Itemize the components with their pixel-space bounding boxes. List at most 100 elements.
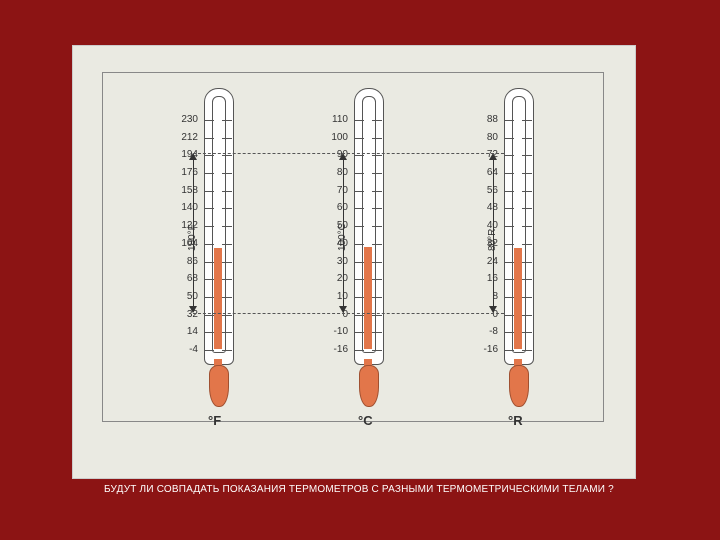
tick <box>222 226 232 227</box>
tick <box>504 350 514 351</box>
tick-label: -16 <box>318 344 348 355</box>
tick <box>504 173 514 174</box>
tick <box>354 244 364 245</box>
tick <box>354 297 364 298</box>
tick <box>354 120 364 121</box>
tick <box>522 120 532 121</box>
tick <box>504 120 514 121</box>
tick <box>354 226 364 227</box>
tick <box>372 350 382 351</box>
arrowhead-up-icon <box>339 153 347 160</box>
tick <box>222 279 232 280</box>
arrowhead-down-icon <box>489 306 497 313</box>
arrowhead-up-icon <box>189 153 197 160</box>
tick <box>354 155 364 156</box>
caption-text: БУДУТ ЛИ СОВПАДАТЬ ПОКАЗАНИЯ ТЕРМОМЕТРОВ… <box>104 484 614 495</box>
tick <box>222 350 232 351</box>
arrowhead-down-icon <box>189 306 197 313</box>
tick <box>204 279 214 280</box>
tick-label: 212 <box>168 132 198 143</box>
tick-label: 230 <box>168 114 198 125</box>
tick <box>372 244 382 245</box>
tick <box>222 138 232 139</box>
tick <box>522 208 532 209</box>
tick <box>372 120 382 121</box>
tick <box>354 350 364 351</box>
tick <box>372 208 382 209</box>
tick-label: -4 <box>168 344 198 355</box>
tick <box>522 244 532 245</box>
tick <box>354 279 364 280</box>
tick <box>522 173 532 174</box>
tick <box>372 279 382 280</box>
tick <box>372 191 382 192</box>
arrowhead-down-icon <box>339 306 347 313</box>
tick <box>504 191 514 192</box>
tick <box>204 173 214 174</box>
tick <box>522 315 532 316</box>
tick-label: 88 <box>468 114 498 125</box>
tick-label: 100 <box>318 132 348 143</box>
tick <box>222 244 232 245</box>
range-label: 100°C <box>337 223 348 251</box>
tick <box>372 226 382 227</box>
tick <box>372 262 382 263</box>
tick-label: 14 <box>168 326 198 337</box>
tick <box>372 332 382 333</box>
tick <box>204 208 214 209</box>
tick <box>522 138 532 139</box>
tick <box>204 332 214 333</box>
tick <box>504 226 514 227</box>
tick <box>372 173 382 174</box>
mercury-column <box>514 248 522 349</box>
tick-label: 110 <box>318 114 348 125</box>
tick <box>222 315 232 316</box>
tick <box>372 138 382 139</box>
tick <box>504 279 514 280</box>
tick <box>222 120 232 121</box>
tick <box>222 173 232 174</box>
range-label: 80°R <box>487 229 498 251</box>
mercury-column <box>364 247 372 349</box>
tick <box>372 155 382 156</box>
unit-label: °C <box>358 413 373 428</box>
arrowhead-up-icon <box>489 153 497 160</box>
unit-label: °R <box>508 413 523 428</box>
tick <box>522 297 532 298</box>
tick <box>522 155 532 156</box>
tick <box>522 191 532 192</box>
tick-label: -8 <box>468 326 498 337</box>
tick <box>222 155 232 156</box>
tick <box>204 138 214 139</box>
tick-label: -16 <box>468 344 498 355</box>
tick <box>522 279 532 280</box>
tick <box>354 138 364 139</box>
tick <box>204 226 214 227</box>
tick <box>504 332 514 333</box>
dashed-line-freezing <box>193 313 504 314</box>
tick <box>354 173 364 174</box>
thermometer-bulb <box>209 365 229 407</box>
tick <box>354 332 364 333</box>
tick <box>522 262 532 263</box>
tick <box>522 350 532 351</box>
tick <box>204 120 214 121</box>
tick <box>222 262 232 263</box>
tick <box>222 191 232 192</box>
tick <box>354 208 364 209</box>
tick <box>204 262 214 263</box>
thermometer-bulb <box>359 365 379 407</box>
tick <box>522 226 532 227</box>
tick <box>204 297 214 298</box>
range-label: 180°F <box>187 224 198 251</box>
thermometer-bulb <box>509 365 529 407</box>
tick <box>504 138 514 139</box>
tick <box>354 262 364 263</box>
tick <box>504 155 514 156</box>
tick-label: 80 <box>468 132 498 143</box>
tick <box>354 315 364 316</box>
tick <box>204 191 214 192</box>
unit-label: °F <box>208 413 221 428</box>
tick-label: -10 <box>318 326 348 337</box>
tick <box>204 350 214 351</box>
